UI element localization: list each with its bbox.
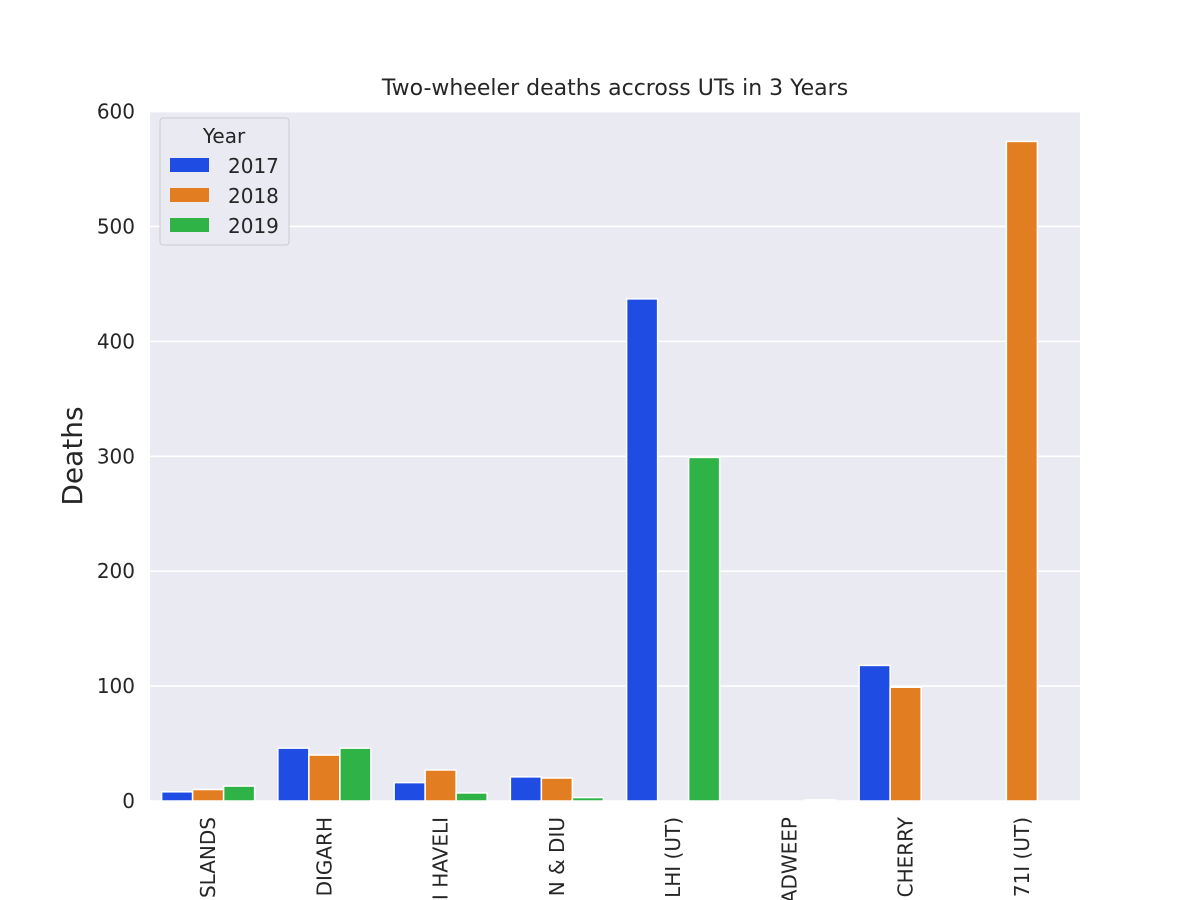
y-tick-label: 300 xyxy=(97,444,135,468)
x-axis-ticks: SLANDS DIGARH I HAVELI N & DIU LHI (UT) ADWEE… xyxy=(196,816,1034,900)
bar-2017-1 xyxy=(277,747,310,802)
y-tick-label: 400 xyxy=(97,329,135,353)
bar-2019-3 xyxy=(571,796,605,802)
bar-2017-4 xyxy=(625,298,659,802)
bar-2017-2 xyxy=(393,781,426,802)
bar-2017-3 xyxy=(509,776,543,802)
y-tick-label: 600 xyxy=(97,100,135,124)
legend-box xyxy=(159,117,290,246)
legend-label-2019: 2019 xyxy=(228,214,279,238)
bar-2018-1 xyxy=(308,754,341,802)
bar-2018-3 xyxy=(540,777,574,802)
bars xyxy=(160,140,1039,802)
bar-2019-2 xyxy=(455,792,488,802)
x-tick-label: N & DIU xyxy=(545,817,569,896)
bar-2018-0 xyxy=(191,788,225,802)
x-tick-label: CHERRY xyxy=(894,816,918,897)
legend-swatch-2018 xyxy=(170,188,209,202)
legend: Year 2017 2018 2019 xyxy=(159,117,290,246)
y-axis-label: Deaths xyxy=(56,406,89,505)
x-tick-label: DIGARH xyxy=(312,817,336,896)
y-tick-label: 200 xyxy=(97,559,135,583)
y-tick-label: 0 xyxy=(122,789,135,813)
x-tick-label: 71I (UT) xyxy=(1010,817,1034,897)
bar-2017-0 xyxy=(160,791,194,802)
legend-swatch-2017 xyxy=(170,158,209,172)
bar-2018-7 xyxy=(1005,140,1039,802)
legend-swatch-2019 xyxy=(170,218,209,232)
y-tick-label: 100 xyxy=(97,674,135,698)
chart-title: Two-wheeler deaths accross UTs in 3 Year… xyxy=(381,76,848,101)
bar-2017-6 xyxy=(858,664,891,802)
bar-2019-4 xyxy=(687,456,721,802)
bar-2019-5 xyxy=(804,799,837,802)
bar-2019-0 xyxy=(222,785,256,802)
x-tick-label: ADWEEP xyxy=(777,817,801,900)
x-tick-label: I HAVELI xyxy=(429,817,453,900)
bar-2018-2 xyxy=(424,769,457,802)
y-axis-ticks: 0 100 200 300 400 500 600 xyxy=(97,100,135,813)
x-tick-label: LHI (UT) xyxy=(661,817,685,898)
bar-2018-6 xyxy=(889,686,922,802)
bar-2019-1 xyxy=(339,747,372,802)
legend-title: Year xyxy=(202,124,246,148)
legend-label-2018: 2018 xyxy=(228,184,279,208)
y-tick-label: 500 xyxy=(97,214,135,238)
x-tick-label: SLANDS xyxy=(196,817,220,898)
legend-label-2017: 2017 xyxy=(228,154,279,178)
